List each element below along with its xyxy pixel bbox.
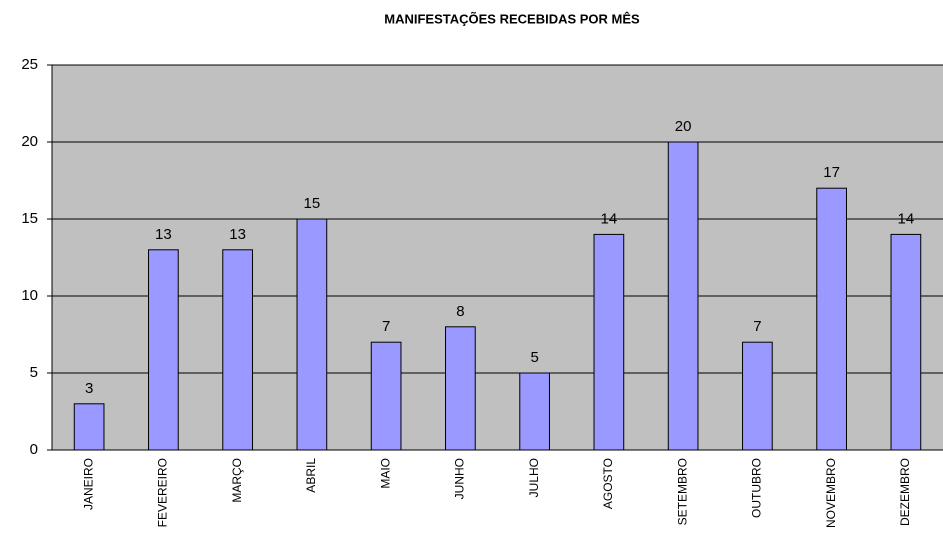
- data-label: 15: [304, 195, 321, 212]
- x-tick-label: SETEMBRO: [675, 458, 689, 525]
- x-tick-label: MAIO: [378, 458, 392, 489]
- x-tick-label: OUTUBRO: [750, 458, 764, 518]
- bar: [370, 341, 402, 451]
- x-tick-label: JUNHO: [453, 458, 467, 499]
- data-label: 20: [675, 118, 692, 135]
- bar: [519, 372, 550, 451]
- y-tick-label: 10: [21, 287, 38, 304]
- bar: [890, 233, 922, 451]
- bar: [296, 218, 328, 451]
- x-tick-label: FEVEREIRO: [156, 458, 170, 527]
- bar: [742, 341, 773, 451]
- bar: [667, 141, 699, 451]
- bar: [148, 249, 179, 451]
- data-label: 13: [229, 226, 246, 243]
- x-tick-label: DEZEMBRO: [898, 458, 912, 526]
- x-tick-label: JULHO: [527, 458, 541, 497]
- y-tick-label: 0: [30, 441, 38, 458]
- x-tick-label: MARÇO: [230, 458, 244, 503]
- x-tick-label: ABRIL: [304, 458, 318, 493]
- bar: [222, 249, 253, 451]
- x-tick-label: AGOSTO: [601, 458, 615, 509]
- data-label: 17: [823, 164, 840, 181]
- x-tick-label: JANEIRO: [81, 458, 95, 510]
- x-tick-label: NOVEMBRO: [824, 458, 838, 528]
- chart-title: MANIFESTAÇÕES RECEBIDAS POR MÊS: [384, 11, 640, 26]
- data-label: 3: [85, 380, 93, 397]
- bar: [73, 403, 105, 451]
- y-tick-label: 15: [21, 210, 38, 227]
- data-label: 5: [530, 349, 538, 366]
- bar: [816, 187, 847, 451]
- data-label: 14: [898, 210, 915, 227]
- data-label: 13: [155, 226, 172, 243]
- bar: [593, 233, 625, 451]
- y-tick-label: 25: [21, 56, 38, 73]
- data-label: 14: [601, 210, 618, 227]
- data-label: 7: [382, 318, 390, 335]
- plot-area: [52, 65, 943, 450]
- data-label: 8: [456, 303, 464, 320]
- y-tick-label: 5: [30, 364, 38, 381]
- y-tick-label: 20: [21, 133, 38, 150]
- bar: [445, 326, 476, 451]
- data-label: 7: [753, 318, 761, 335]
